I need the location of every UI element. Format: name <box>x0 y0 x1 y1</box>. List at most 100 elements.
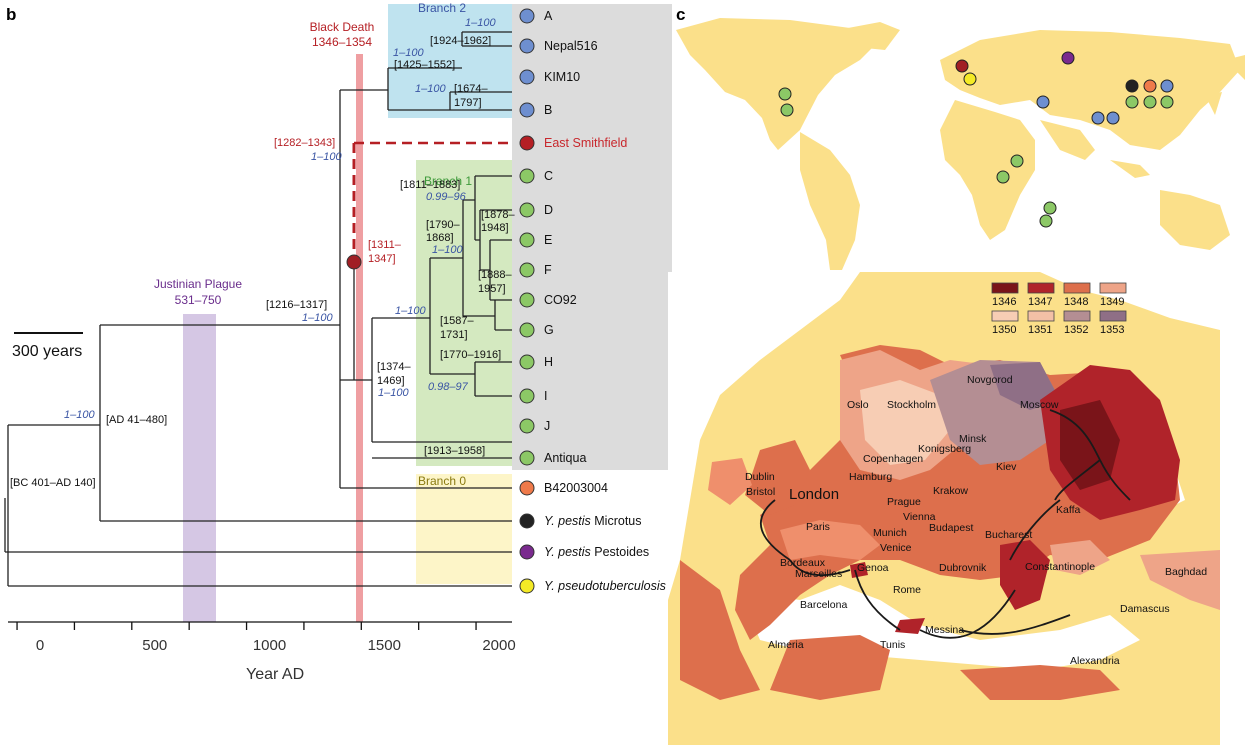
world-point <box>1091 111 1105 125</box>
post-n-kim-b: 1–100 <box>415 83 446 95</box>
world-land <box>676 18 1245 270</box>
city-prague: Prague <box>887 496 921 508</box>
world-point <box>1106 111 1120 125</box>
label-n-de-2: 1948] <box>481 222 509 234</box>
legend-swatch <box>1063 310 1091 322</box>
leaf-label-text: F <box>544 263 552 277</box>
leaf-label: B <box>544 103 552 117</box>
label-n-micro: [AD 41–480] <box>106 414 167 426</box>
legend-year: 1349 <box>1100 296 1124 308</box>
legend-swatch <box>1027 282 1055 294</box>
leaf-label: C <box>544 169 553 183</box>
label-n-hi: [1770–1916] <box>440 349 501 361</box>
black-death-range: 1346–1354 <box>312 35 372 49</box>
label-n-b1-1: [1374– <box>377 361 412 373</box>
city-baghdad: Baghdad <box>1165 566 1207 578</box>
branch2-label: Branch 2 <box>418 1 466 15</box>
city-messina: Messina <box>925 624 964 636</box>
world-point <box>1043 201 1057 215</box>
leaf-marker <box>519 69 535 85</box>
leaf-label: East Smithfield <box>544 136 627 150</box>
leaf-marker <box>519 292 535 308</box>
city-tunis: Tunis <box>880 639 905 651</box>
city-kiev: Kiev <box>996 461 1017 473</box>
leaf-label: Y. pestis Pestoides <box>544 545 649 559</box>
leaf-label-italic: Y. pestis <box>544 514 591 528</box>
label-n-b1node-1: [1311– <box>368 239 402 251</box>
leaf-label-text: D <box>544 203 553 217</box>
x-axis-tick-label: 500 <box>142 637 167 654</box>
leaf-marker <box>519 135 535 151</box>
leaf-label-italic: Y. pseudotuberculosis <box>544 579 666 593</box>
leaf-marker <box>519 102 535 118</box>
city-minsk: Minsk <box>959 433 987 445</box>
label-n-pest: [BC 401–AD 140] <box>10 477 96 489</box>
post-n-es: 1–100 <box>311 151 342 163</box>
post-n-hi: 0.98–97 <box>428 381 469 393</box>
label-n-b2: [1425–1552] <box>394 59 455 71</box>
city-copenhagen: Copenhagen <box>863 453 923 465</box>
label-n-fco-2: 1957] <box>478 283 506 295</box>
world-point <box>778 87 792 101</box>
leaf-marker <box>519 262 535 278</box>
city-moscow: Moscow <box>1020 399 1059 411</box>
panel-label-c: c <box>676 5 685 24</box>
legend-year: 1351 <box>1028 324 1052 336</box>
leaf-marker <box>519 418 535 434</box>
post-n-a-nepal: 1–100 <box>465 17 496 29</box>
post-n-b2: 1–100 <box>393 47 424 59</box>
leaf-label-text: C <box>544 169 553 183</box>
label-n-b1node-2: 1347] <box>368 253 396 265</box>
branch1-box <box>416 160 512 466</box>
justinian-plague-bar <box>183 314 216 622</box>
branch0-box <box>416 474 512 584</box>
leaf-label: D <box>544 203 553 217</box>
label-n-def-2: 1868] <box>426 232 454 244</box>
label-n-fco-1: [1888– <box>478 269 513 281</box>
legend-year: 1352 <box>1064 324 1088 336</box>
tree-edges <box>4 31 512 587</box>
red-node-labels: [1282–1343] [1311– 1347] <box>274 137 402 265</box>
city-munich: Munich <box>873 527 907 539</box>
leaf-label: Nepal516 <box>544 39 598 53</box>
legend-swatch <box>991 310 1019 322</box>
leaf-label: G <box>544 323 554 337</box>
city-london: London <box>789 486 839 503</box>
legend-year: 1347 <box>1028 296 1052 308</box>
leaf-label: Y. pestis Microtus <box>544 514 642 528</box>
leaf-marker <box>519 480 535 496</box>
city-bucharest: Bucharest <box>985 529 1032 541</box>
leaf-label: Antiqua <box>544 451 586 465</box>
city-alexandria: Alexandria <box>1070 655 1120 667</box>
leaf-label-text: KIM10 <box>544 70 580 84</box>
city-konigsberg: Konigsberg <box>918 443 971 455</box>
leaf-label-text: Antiqua <box>544 451 586 465</box>
world-point <box>780 103 794 117</box>
trade-routes <box>759 409 1131 639</box>
leaf-label-text: E <box>544 233 552 247</box>
city-hamburg: Hamburg <box>849 471 892 483</box>
label-n-kim-b-2: 1797] <box>454 97 482 109</box>
legend-year: 1353 <box>1100 324 1124 336</box>
leaf-label-box <box>512 4 672 470</box>
city-dublin: Dublin <box>745 471 775 483</box>
world-point <box>1160 79 1174 93</box>
city-barcelona: Barcelona <box>800 599 847 611</box>
city-marseilles: Marseilles <box>795 568 842 580</box>
city-kaffa: Kaffa <box>1056 504 1080 516</box>
europe-legend: 1346 1347 1348 1349 1350 1351 1352 1353 <box>991 282 1127 336</box>
city-bordeaux: Bordeaux <box>780 557 826 569</box>
leaf-label-text: I <box>544 389 547 403</box>
leaf-label-text: A <box>544 9 553 23</box>
city-stockholm: Stockholm <box>887 399 936 411</box>
city-rome: Rome <box>893 584 921 596</box>
legend-swatch <box>991 282 1019 294</box>
node-date-labels: [1924–1962] [1425–1552] [1674– 1797] [18… <box>10 35 516 489</box>
leaf-marker <box>519 38 535 54</box>
post-n-top: 1–100 <box>302 312 333 324</box>
posterior-labels: 1–100 1–100 1–100 1–100 0.99–96 1–100 1–… <box>64 17 496 421</box>
world-point <box>1160 95 1174 109</box>
leaf-label: KIM10 <box>544 70 580 84</box>
world-point <box>1039 214 1053 228</box>
